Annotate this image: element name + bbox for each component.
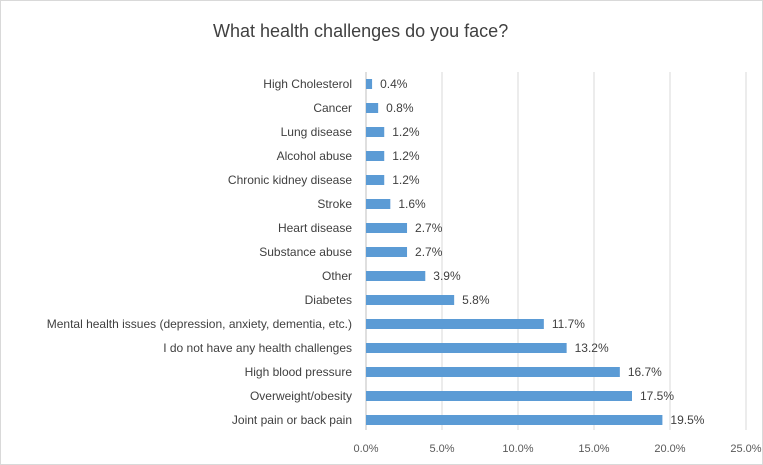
bar [366,223,408,233]
data-label: 1.2% [392,125,420,139]
bar [366,343,567,353]
data-label: 5.8% [462,293,490,307]
category-label: Heart disease [278,221,352,235]
category-label: High blood pressure [245,365,353,379]
category-label: Chronic kidney disease [228,173,352,187]
x-tick-label: 10.0% [502,443,533,455]
bar [366,271,426,281]
data-label: 3.9% [433,269,461,283]
data-label: 1.6% [398,197,426,211]
x-tick-label: 15.0% [578,443,609,455]
bar [366,415,663,425]
data-label: 13.2% [575,341,609,355]
bar [366,319,544,329]
data-label: 2.7% [415,245,443,259]
bar [366,175,385,185]
category-label: I do not have any health challenges [163,341,352,355]
bar [366,247,408,257]
x-tick-label: 25.0% [730,443,761,455]
data-label: 2.7% [415,221,443,235]
category-label: Cancer [313,101,352,115]
category-label: Other [322,269,352,283]
category-label: Lung disease [281,125,353,139]
category-label: Substance abuse [259,245,352,259]
category-label: Overweight/obesity [250,389,352,403]
category-label: Diabetes [305,293,352,307]
category-label: Alcohol abuse [277,149,353,163]
x-tick-label: 0.0% [353,443,378,455]
category-label: Mental health issues (depression, anxiet… [47,317,352,331]
bar [366,103,379,113]
x-tick-label: 20.0% [654,443,685,455]
data-label: 1.2% [392,173,420,187]
category-label: Joint pain or back pain [232,413,352,427]
data-label: 1.2% [392,149,420,163]
category-label: Stroke [317,197,352,211]
data-label: 19.5% [670,413,704,427]
bar [366,391,632,401]
bar [366,79,373,89]
data-label: 11.7% [552,317,585,331]
data-label: 0.8% [386,101,414,115]
data-label: 0.4% [380,77,408,91]
data-label: 16.7% [628,365,662,379]
bar [366,151,385,161]
x-tick-label: 5.0% [429,443,454,455]
bar [366,295,455,305]
category-label: High Cholesterol [263,77,352,91]
bar [366,127,385,137]
data-label: 17.5% [640,389,674,403]
bar [366,199,391,209]
chart-title: What health challenges do you face? [213,21,509,41]
bar [366,367,620,377]
